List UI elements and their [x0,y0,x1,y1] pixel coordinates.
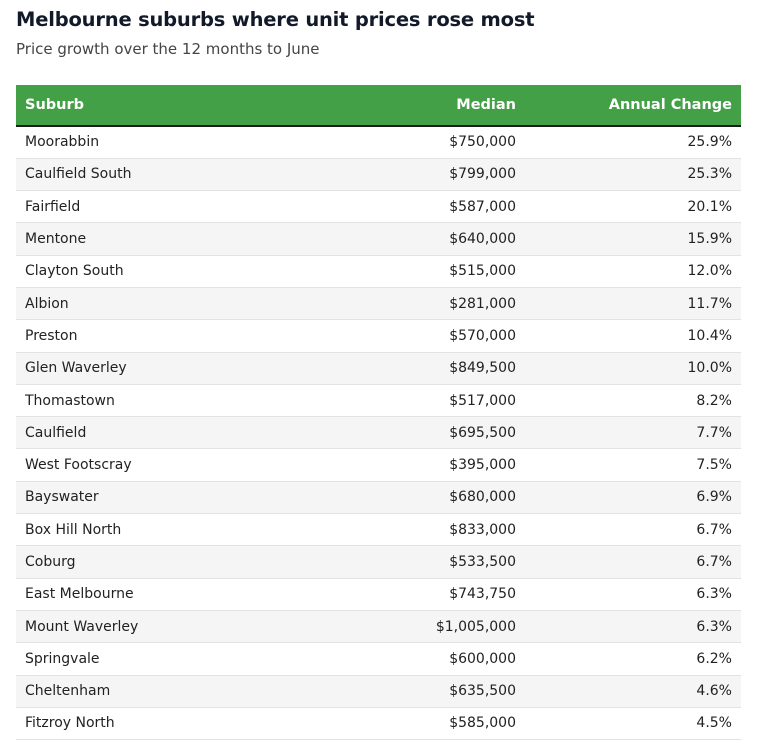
table-row: Coburg $533,500 6.7% [16,545,741,579]
cell-suburb: East Melbourne [16,578,236,611]
cell-suburb: Coburg [16,545,236,579]
table-row: Caulfield $695,500 7.7% [16,416,741,450]
cell-annual-change: 8.2% [525,384,741,418]
cell-annual-change: 6.2% [525,642,741,676]
cell-median: $680,000 [236,481,525,515]
table-row: Cheltenham $635,500 4.6% [16,675,741,708]
cell-annual-change: 25.3% [525,158,741,192]
table-row: Moorabbin $750,000 25.9% [16,126,741,159]
cell-annual-change: 10.4% [525,319,741,353]
cell-annual-change: 4.5% [525,707,741,741]
cell-median: $833,000 [236,513,525,547]
cell-median: $515,000 [236,255,525,288]
table-row: Thomastown $517,000 8.2% [16,384,741,418]
cell-median: $570,000 [236,319,525,353]
chart-container: Melbourne suburbs where unit prices rose… [16,0,741,741]
table-row: West Footscray $395,000 7.5% [16,448,741,482]
cell-annual-change: 7.7% [525,416,741,450]
cell-suburb: West Footscray [16,448,236,482]
cell-annual-change: 6.3% [525,610,741,644]
cell-suburb: Cheltenham [16,675,236,708]
data-table: Suburb Median Annual Change Moorabbin $75… [16,85,741,741]
table-row: Fitzroy North $585,000 4.5% [16,707,741,741]
cell-annual-change: 6.7% [525,513,741,547]
cell-median: $799,000 [236,158,525,192]
page-title: Melbourne suburbs where unit prices rose… [16,8,535,31]
cell-median: $640,000 [236,222,525,256]
cell-annual-change: 10.0% [525,352,741,385]
cell-suburb: Mentone [16,222,236,256]
cell-annual-change: 11.7% [525,287,741,321]
cell-suburb: Preston [16,319,236,353]
cell-median: $600,000 [236,642,525,676]
cell-median: $695,500 [236,416,525,450]
cell-median: $517,000 [236,384,525,418]
table-row: Clayton South $515,000 12.0% [16,255,741,288]
table-row: Fairfield $587,000 20.1% [16,190,741,224]
cell-annual-change: 7.5% [525,448,741,482]
table-row: Albion $281,000 11.7% [16,287,741,321]
cell-suburb: Glen Waverley [16,352,236,385]
column-header-median[interactable]: Median [236,85,525,127]
column-header-suburb[interactable]: Suburb [16,85,236,127]
table-row: Preston $570,000 10.4% [16,319,741,353]
cell-annual-change: 12.0% [525,255,741,288]
cell-annual-change: 20.1% [525,190,741,224]
table-row: Mount Waverley $1,005,000 6.3% [16,610,741,644]
table-row: East Melbourne $743,750 6.3% [16,578,741,611]
cell-median: $1,005,000 [236,610,525,644]
cell-median: $587,000 [236,190,525,224]
cell-median: $281,000 [236,287,525,321]
cell-suburb: Fitzroy North [16,707,236,741]
cell-suburb: Fairfield [16,190,236,224]
cell-suburb: Albion [16,287,236,321]
cell-median: $750,000 [236,126,525,159]
cell-median: $585,000 [236,707,525,741]
cell-median: $635,500 [236,675,525,708]
cell-suburb: Mount Waverley [16,610,236,644]
cell-suburb: Bayswater [16,481,236,515]
cell-suburb: Moorabbin [16,126,236,159]
cell-suburb: Caulfield [16,416,236,450]
cell-suburb: Clayton South [16,255,236,288]
table-row: Bayswater $680,000 6.9% [16,481,741,515]
cell-median: $533,500 [236,545,525,579]
cell-annual-change: 6.7% [525,545,741,579]
table-row: Box Hill North $833,000 6.7% [16,513,741,547]
cell-suburb: Box Hill North [16,513,236,547]
table-body: Moorabbin $750,000 25.9% Caulfield South $79… [16,126,741,741]
cell-annual-change: 6.3% [525,578,741,611]
table-row: Caulfield South $799,000 25.3% [16,158,741,192]
cell-median: $395,000 [236,448,525,482]
table-row: Mentone $640,000 15.9% [16,222,741,256]
cell-suburb: Springvale [16,642,236,676]
table-header-row: Suburb Median Annual Change [16,85,741,127]
cell-annual-change: 6.9% [525,481,741,515]
page-subtitle: Price growth over the 12 months to June [16,40,320,58]
cell-annual-change: 15.9% [525,222,741,256]
column-header-annual-change[interactable]: Annual Change [525,85,741,127]
cell-annual-change: 25.9% [525,126,741,159]
cell-median: $849,500 [236,352,525,385]
table-row: Glen Waverley $849,500 10.0% [16,352,741,385]
cell-suburb: Thomastown [16,384,236,418]
table-row: Springvale $600,000 6.2% [16,642,741,676]
cell-suburb: Caulfield South [16,158,236,192]
cell-median: $743,750 [236,578,525,611]
cell-annual-change: 4.6% [525,675,741,708]
